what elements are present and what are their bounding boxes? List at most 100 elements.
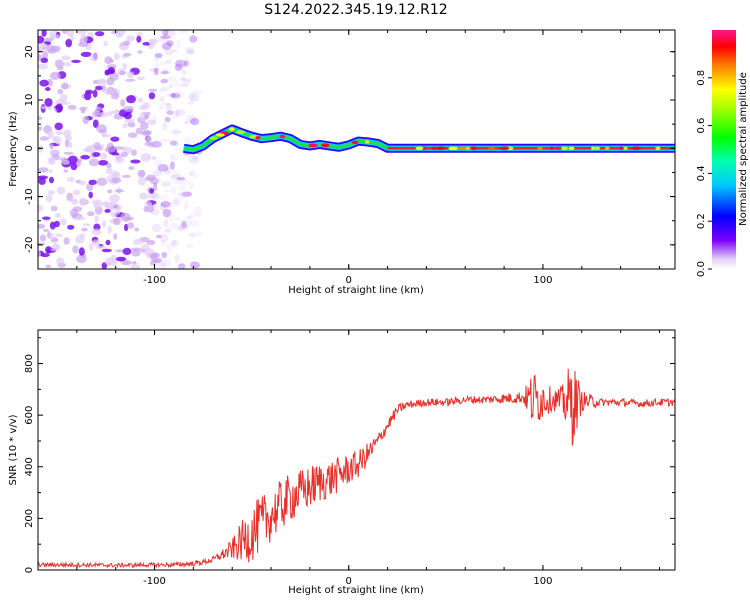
ridge-peak [279,134,286,139]
noise-speckle [160,70,170,75]
noise-speckle [49,34,61,39]
spectrogram-ridge [183,124,675,155]
noise-speckle [106,77,115,86]
noise-speckle [176,59,187,68]
noise-speckle [108,59,114,63]
noise-speckle [78,180,87,186]
noise-speckle [159,138,166,143]
noise-speckle [169,222,179,230]
noise-speckle [188,94,196,101]
ridge-peak [591,146,596,151]
ridge-peak [321,143,330,148]
noise-speckle [118,70,127,76]
noise-speckle [102,134,112,138]
noise-speckle [170,30,177,39]
noise-speckle [169,140,177,146]
noise-speckle [159,262,167,268]
noise-speckle [123,216,134,221]
noise-speckle [163,219,169,228]
noise-speckle [152,114,158,123]
ridge-peak [235,130,246,134]
noise-speckle [176,63,186,70]
noise-speckle [137,97,144,103]
noise-speckle [166,76,177,82]
noise-speckle [105,239,111,246]
noise-speckle [181,70,187,75]
ridge-peak [618,146,624,151]
noise-speckle [107,67,116,74]
noise-speckle [62,62,72,67]
ridge-peak [594,146,601,151]
noise-speckle [136,32,143,37]
noise-speckle [182,200,190,209]
noise-speckle [140,121,149,131]
colorbar-tick-label: 0.0 [696,261,707,277]
noise-speckle [38,126,42,131]
noise-speckle [122,123,128,128]
noise-speckle [55,103,63,113]
noise-speckle [88,191,93,199]
noise-speckle [144,201,153,208]
noise-speckle [162,68,168,74]
noise-speckle [38,204,44,212]
noise-speckle [123,40,131,46]
colorbar-tick-label: 0.4 [696,165,707,181]
noise-speckle [96,124,107,133]
noise-speckle [148,192,158,199]
noise-speckle [187,215,193,219]
noise-speckle [137,169,146,178]
noise-speckle [92,152,101,157]
noise-speckle [71,59,81,64]
noise-speckle [169,213,175,222]
y-tick-label: 200 [24,509,35,528]
noise-speckle [115,249,126,253]
noise-speckle [158,194,169,201]
noise-speckle [144,141,154,146]
noise-speckle [165,30,175,37]
noise-speckle [137,76,146,81]
noise-speckle [189,233,197,238]
noise-speckle [161,258,171,267]
noise-speckle [45,194,53,203]
noise-speckle [72,189,81,196]
ridge-peak [499,146,510,151]
noise-speckle [61,82,69,90]
noise-speckle [50,248,56,252]
noise-speckle [107,189,113,194]
noise-speckle [174,254,180,263]
noise-speckle [96,79,107,83]
noise-speckle [61,55,71,61]
noise-speckle [97,160,109,166]
noise-speckle [160,181,172,187]
noise-speckle [174,63,182,71]
ridge-peak [308,143,318,148]
noise-speckle [75,235,85,244]
noise-speckle [111,152,120,156]
spectrogram-x-axis-label: Height of straight line (km) [288,285,424,296]
noise-speckle [137,50,143,54]
noise-speckle [153,67,159,76]
noise-speckle [82,223,91,227]
noise-speckle [54,59,64,68]
noise-speckle [181,180,189,186]
snr-y-axis-label: SNR (10 * v/v) [8,414,19,485]
noise-speckle [169,93,181,99]
noise-speckle [151,223,162,233]
noise-speckle [85,145,92,153]
noise-speckle [76,159,81,167]
noise-speckle [189,261,200,269]
noise-speckle [171,49,178,53]
noise-speckle [124,223,129,232]
noise-speckle [59,93,68,103]
noise-speckle [170,169,181,179]
y-tick-label: 600 [24,406,35,425]
noise-speckle [181,220,187,229]
spectrogram-x-ticks: -100 0 100 [37,30,660,286]
noise-speckle [111,177,122,184]
noise-speckle [130,159,141,164]
noise-speckle [107,225,112,234]
noise-speckle [88,179,97,185]
noise-speckle [183,120,189,125]
noise-speckle [87,211,95,217]
